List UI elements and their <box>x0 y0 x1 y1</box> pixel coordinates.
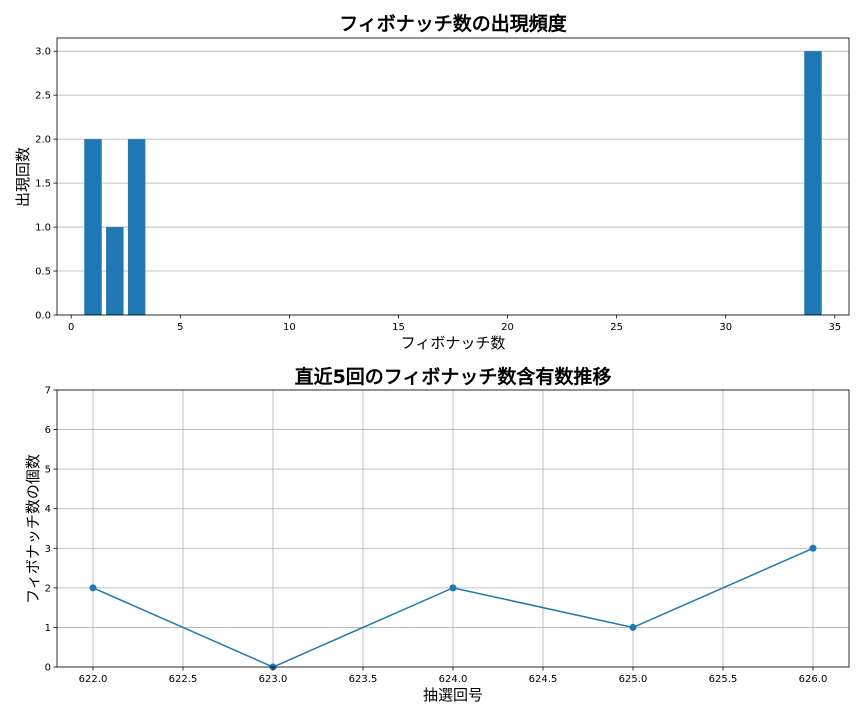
chart1-ytick-label: 2.0 <box>35 135 51 146</box>
chart1-frame <box>56 37 850 316</box>
chart1-gridlines <box>57 50 849 316</box>
chart2-ytick-label: 0 <box>45 663 51 674</box>
bar <box>804 51 822 315</box>
chart2-xtick-label: 623.0 <box>259 674 288 685</box>
chart2-xtick-label: 626.0 <box>799 674 828 685</box>
data-point <box>449 584 457 592</box>
chart1-xtick-label: 20 <box>501 322 514 333</box>
chart2-ytick-label: 3 <box>45 544 51 555</box>
chart1-xtick-label: 35 <box>828 322 841 333</box>
chart1-title: フィボナッチ数の出現頻度 <box>339 12 568 35</box>
chart2-xlabel: 抽選回号 <box>423 686 483 704</box>
chart1-ytick-label: 2.5 <box>35 91 51 102</box>
chart1-xtick-label: 0 <box>68 322 74 333</box>
chart2-xtick-label: 623.5 <box>349 674 378 685</box>
chart2-frame <box>56 389 850 668</box>
chart1-bars <box>84 51 822 315</box>
data-point <box>89 584 97 592</box>
chart2-ytick-label: 2 <box>45 583 51 594</box>
chart2-xtick-label: 624.5 <box>529 674 558 685</box>
chart2-xtick-label: 622.5 <box>169 674 198 685</box>
chart2-ytick-label: 6 <box>45 425 51 436</box>
chart1-xtick-label: 25 <box>610 322 623 333</box>
chart1-ytick-label: 0.0 <box>35 311 51 322</box>
data-point <box>629 623 637 631</box>
trend-line-chart: 直近5回のフィボナッチ数含有数推移 抽選回号 フィボナッチ数の個数 0 1 2 3 4 5… <box>24 365 850 704</box>
chart2-xtick-label: 625.0 <box>619 674 648 685</box>
chart1-xtick-label: 5 <box>177 322 183 333</box>
chart2-xtick-label: 625.5 <box>709 674 738 685</box>
chart2-xtick-label: 622.0 <box>79 674 108 685</box>
chart2-series <box>89 544 817 671</box>
chart1-ytick-label: 3.0 <box>35 47 51 58</box>
bar <box>127 139 146 315</box>
chart1-xtick-label: 30 <box>719 322 732 333</box>
chart2-ytick-label: 7 <box>45 386 51 397</box>
chart2-ticks: 0 1 2 3 4 5 6 7 622.0 622.5 623.0 623.5 624.0 624.5 62… <box>45 386 828 686</box>
chart2-gridlines <box>57 389 849 668</box>
chart1-ticks: 0.0 0.5 1.0 1.5 2.0 2.5 3.0 0 5 10 15 20 25 30 35 <box>35 47 841 333</box>
chart2-xtick-label: 624.0 <box>439 674 468 685</box>
chart2-ylabel: フィボナッチ数の個数 <box>24 454 42 604</box>
chart1-xtick-label: 10 <box>283 322 296 333</box>
chart1-xtick-label: 15 <box>392 322 405 333</box>
chart1-ytick-label: 1.0 <box>35 223 51 234</box>
chart2-ytick-label: 5 <box>45 465 51 476</box>
bar <box>84 139 102 315</box>
chart2-title: 直近5回のフィボナッチ数含有数推移 <box>295 365 612 388</box>
chart1-ytick-label: 0.5 <box>35 267 51 278</box>
chart2-ytick-label: 4 <box>45 504 51 515</box>
frequency-bar-chart: フィボナッチ数の出現頻度 フィボナッチ数 出現回数 0.0 0.5 1.0 1.5 2.… <box>14 12 850 352</box>
chart1-ylabel: 出現回数 <box>14 147 32 207</box>
chart1-ytick-label: 1.5 <box>35 179 51 190</box>
chart2-ytick-label: 1 <box>45 623 51 634</box>
chart1-xlabel: フィボナッチ数 <box>401 334 506 352</box>
bar <box>106 227 124 315</box>
data-point <box>809 544 817 552</box>
